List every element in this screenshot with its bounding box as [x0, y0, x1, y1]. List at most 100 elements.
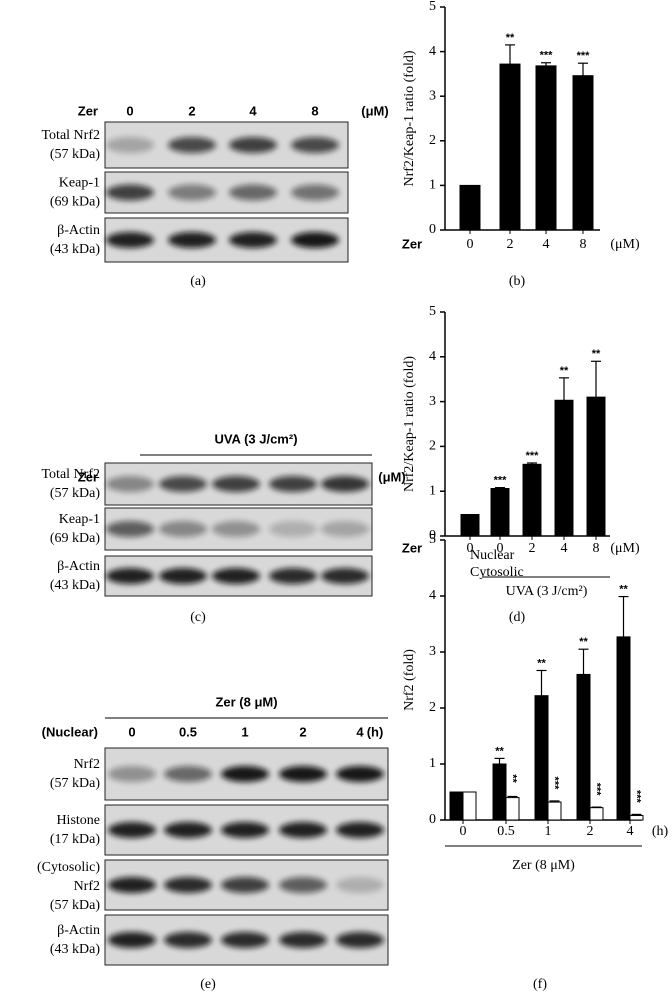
row-size: (57 kDa) [50, 486, 100, 501]
x-tick-label: 8 [580, 237, 587, 252]
blot-column-header: Zer [78, 103, 98, 118]
row-name: β-Actin [57, 559, 100, 574]
row-size: (69 kDa) [50, 531, 100, 546]
significance-label: *** [526, 450, 540, 462]
y-tick-label: 0 [429, 528, 436, 543]
row-name: Nrf2 [74, 757, 100, 772]
bar [629, 815, 644, 821]
error-bar [536, 669, 547, 696]
blot-band [168, 184, 216, 201]
y-tick-label: 0 [429, 812, 436, 827]
blot-band [106, 521, 154, 537]
error-bar [494, 757, 505, 764]
x-tick-label: 2 [587, 824, 594, 839]
y-tick-label: 1 [429, 756, 436, 771]
bar [522, 463, 542, 537]
blot-band [321, 521, 369, 537]
blot-band [291, 137, 339, 153]
blot-band [108, 822, 156, 838]
row-size: (43 kDa) [50, 942, 100, 957]
blot-unit: (μM) [378, 469, 405, 484]
error-bar [507, 795, 518, 798]
blot-band [279, 766, 327, 782]
blot-column-header: Zer [78, 469, 98, 484]
blot-band [321, 476, 369, 492]
significance-label: ** [619, 583, 628, 595]
y-tick-label: 1 [429, 178, 436, 193]
blot-band [164, 932, 212, 948]
row-size: (43 kDa) [50, 242, 100, 257]
lane-label: 2 [188, 103, 195, 118]
row-size: (17 kDa) [50, 832, 100, 847]
error-bar [549, 800, 560, 803]
y-tick-label: 2 [429, 700, 436, 715]
lane-label: 1 [241, 724, 248, 739]
x-tick-label: 4 [561, 541, 568, 556]
bar [547, 801, 562, 821]
significance-label: ** [537, 657, 546, 669]
blot-band [212, 568, 260, 584]
blot-band [168, 232, 216, 248]
significance-label: ** [506, 32, 515, 44]
blot-group-label: UVA (3 J/cm²) [214, 431, 297, 446]
error-bar [559, 377, 569, 401]
blot-band [221, 766, 269, 782]
blot-band [108, 766, 156, 782]
row-prefix: (Cytosolic) [37, 860, 100, 875]
blot-band [321, 568, 369, 584]
blot-band [229, 232, 277, 248]
blot-band [221, 822, 269, 838]
row-name: Histone [56, 813, 100, 828]
blot-band [221, 932, 269, 948]
x-tick-label: 0 [497, 541, 504, 556]
row-name: Keap-1 [59, 512, 100, 527]
lane-label: 4 [356, 724, 364, 739]
row-name: Nrf2 [74, 879, 100, 894]
panel-label: (c) [190, 610, 206, 625]
y-tick-label: 3 [429, 394, 436, 409]
x-tick-label: 0 [467, 541, 474, 556]
blot-band [336, 877, 384, 893]
blot-band [164, 877, 212, 893]
x-tick-label: 4 [627, 824, 634, 839]
x-tick-label: 4 [543, 237, 550, 252]
x-tick-label: 0.5 [497, 824, 515, 839]
panel-label: (f) [533, 977, 547, 992]
row-name: β-Actin [57, 223, 100, 238]
significance-label: *** [591, 783, 603, 797]
significance-label: *** [540, 50, 554, 62]
bar [492, 763, 507, 821]
blot-band [159, 568, 207, 584]
y-tick-label: 2 [429, 133, 436, 148]
y-tick-label: 5 [429, 304, 436, 319]
bar [616, 636, 631, 821]
significance-label: ** [495, 745, 504, 757]
bar [505, 797, 520, 821]
y-tick-label: 3 [429, 644, 436, 659]
y-tick-label: 0 [429, 222, 436, 237]
error-bar [591, 360, 601, 398]
significance-label: ** [560, 365, 569, 377]
bar [586, 396, 606, 537]
blot-band [164, 822, 212, 838]
blot-band [106, 476, 154, 492]
x-unit: (h) [652, 824, 669, 839]
lane-label: 0 [126, 103, 133, 118]
error-bar [618, 595, 629, 637]
bar [589, 807, 604, 821]
blot-band [168, 137, 216, 153]
y-tick-label: 4 [429, 349, 436, 364]
row-name: β-Actin [57, 923, 100, 938]
bar [499, 63, 521, 231]
y-tick-label: 5 [429, 0, 436, 14]
panel-label: (a) [190, 274, 206, 289]
blot-band [106, 137, 154, 153]
y-tick-label: 2 [429, 439, 436, 454]
significance-label: ** [579, 636, 588, 648]
blot-unit: (h) [367, 724, 384, 739]
error-bar [527, 462, 537, 465]
blot-band [279, 877, 327, 893]
bar [554, 399, 574, 537]
significance-label: ** [507, 774, 519, 783]
blot-band [229, 137, 277, 153]
